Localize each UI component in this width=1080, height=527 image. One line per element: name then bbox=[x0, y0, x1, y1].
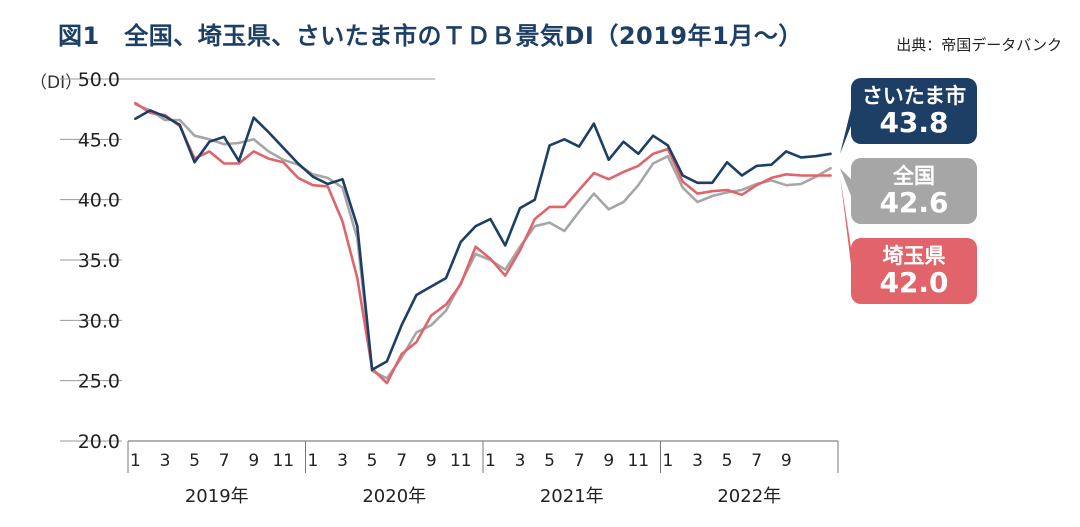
year-label: 2022年 bbox=[717, 486, 781, 507]
callout-pointer bbox=[840, 101, 853, 154]
x-tick-label: 7 bbox=[396, 451, 407, 471]
x-tick-label: 11 bbox=[627, 451, 649, 471]
y-tick-label: 35.0 bbox=[78, 250, 120, 272]
chart-title: 図1 全国、埼玉県、さいたま市のＴＤＢ景気DI（2019年1月～） bbox=[58, 22, 803, 50]
callout-saitama-prefecture-name: 埼玉県 bbox=[882, 244, 946, 268]
source-note: 出典：帝国データバンク bbox=[896, 36, 1062, 54]
x-tick-label: 5 bbox=[367, 451, 378, 471]
y-tick-label: 20.0 bbox=[78, 431, 120, 453]
x-tick-label: 5 bbox=[544, 451, 555, 471]
callout-national-value: 42.6 bbox=[879, 186, 949, 219]
year-label: 2021年 bbox=[540, 486, 604, 507]
x-tick-label: 7 bbox=[219, 451, 230, 471]
y-tick-label: 40.0 bbox=[78, 190, 120, 212]
x-tick-label: 3 bbox=[160, 451, 171, 471]
y-axis-label: （DI） bbox=[30, 73, 83, 93]
series-line-saitama-city bbox=[134, 109, 832, 372]
x-tick-label: 7 bbox=[574, 451, 585, 471]
x-tick-label: 9 bbox=[426, 451, 437, 471]
y-tick-label: 45.0 bbox=[78, 129, 120, 151]
x-tick-label: 1 bbox=[130, 451, 141, 471]
x-tick-label: 11 bbox=[450, 451, 472, 471]
y-tick-label: 25.0 bbox=[78, 371, 120, 393]
callout-saitama-prefecture: 埼玉県 42.0 bbox=[851, 238, 977, 304]
callout-national: 全国 42.6 bbox=[851, 158, 977, 224]
x-tick-label: 5 bbox=[189, 451, 200, 471]
callout-saitama-city-name: さいたま市 bbox=[861, 84, 967, 108]
x-tick-label: 1 bbox=[485, 451, 496, 471]
year-label: 2019年 bbox=[185, 486, 249, 507]
callout-national-name: 全国 bbox=[893, 164, 935, 188]
x-tick-label: 5 bbox=[722, 451, 733, 471]
x-tick-label: 7 bbox=[751, 451, 762, 471]
callout-saitama-city-value: 43.8 bbox=[879, 106, 949, 139]
x-tick-label: 1 bbox=[662, 451, 673, 471]
x-tick-label: 9 bbox=[248, 451, 259, 471]
callout-pointer bbox=[840, 168, 853, 201]
x-tick-label: 9 bbox=[781, 451, 792, 471]
callout-pointer bbox=[840, 175, 853, 281]
x-tick-label: 9 bbox=[603, 451, 614, 471]
x-tick-label: 3 bbox=[515, 451, 526, 471]
x-tick-label: 3 bbox=[692, 451, 703, 471]
year-label: 2020年 bbox=[362, 486, 426, 507]
series-line-saitama-prefecture bbox=[134, 101, 832, 385]
y-tick-label: 30.0 bbox=[78, 310, 120, 332]
y-tick-label: 50.0 bbox=[78, 69, 120, 91]
x-tick-label: 3 bbox=[337, 451, 348, 471]
x-tick-label: 1 bbox=[307, 451, 318, 471]
callout-saitama-city: さいたま市 43.8 bbox=[851, 78, 977, 144]
callout-saitama-prefecture-value: 42.0 bbox=[879, 266, 949, 299]
series-line-national bbox=[134, 103, 832, 380]
x-tick-label: 11 bbox=[272, 451, 294, 471]
